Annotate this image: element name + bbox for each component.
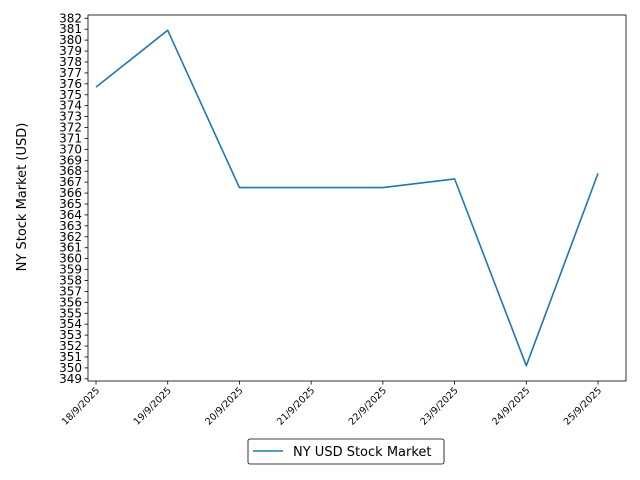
- y-tick-label: 356: [59, 295, 82, 309]
- y-tick-label: 355: [59, 306, 82, 320]
- y-tick-label: 379: [59, 44, 82, 58]
- y-tick-label: 358: [59, 273, 82, 287]
- y-tick-label: 360: [59, 252, 82, 266]
- y-axis-title: NY Stock Market (USD): [15, 123, 30, 272]
- plot-frame: [87, 14, 627, 382]
- y-tick-label: 366: [59, 186, 82, 200]
- series-line: [95, 29, 599, 367]
- legend-box: [247, 438, 445, 465]
- y-tick-label: 365: [59, 197, 82, 211]
- y-tick-label: 351: [59, 350, 82, 364]
- y-tick-label: 372: [59, 121, 82, 135]
- y-tick-label: 376: [59, 77, 82, 91]
- y-tick-label: 370: [59, 142, 82, 156]
- y-tick-label: 371: [59, 131, 82, 145]
- legend-label: NY USD Stock Market: [293, 445, 432, 460]
- y-tick-label: 374: [59, 99, 82, 113]
- y-tick-label: 361: [59, 241, 82, 255]
- y-tick-label: 378: [59, 55, 82, 69]
- y-tick-label: 364: [59, 208, 82, 222]
- y-tick-label: 353: [59, 328, 82, 342]
- y-tick-label: 368: [59, 164, 82, 178]
- y-tick-label: 357: [59, 284, 82, 298]
- y-tick-label: 350: [59, 361, 82, 375]
- y-tick-label: 375: [59, 88, 82, 102]
- y-tick-label: 359: [59, 263, 82, 277]
- y-tick-label: 367: [59, 175, 82, 189]
- y-tick-label: 381: [59, 22, 82, 36]
- y-tick-label: 382: [59, 11, 82, 25]
- y-tick-label: 373: [59, 110, 82, 124]
- y-tick-label: 380: [59, 33, 82, 47]
- y-tick-label: 352: [59, 339, 82, 353]
- y-tick-label: 377: [59, 66, 82, 80]
- y-tick-label: 369: [59, 153, 82, 167]
- legend: NY USD Stock Market: [247, 438, 445, 465]
- y-tick-label: 362: [59, 230, 82, 244]
- y-tick-label: 349: [59, 372, 82, 386]
- y-tick-label: 354: [59, 317, 82, 331]
- y-tick-label: 363: [59, 219, 82, 233]
